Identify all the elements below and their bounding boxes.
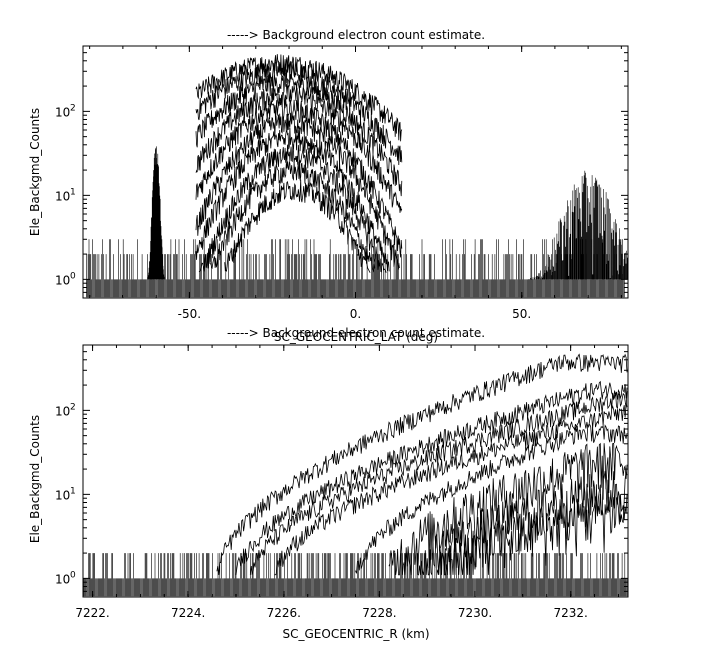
lat-series-4 [195, 98, 403, 258]
lat-panel-y-axis-label: Ele_Backgmd_Counts [28, 108, 42, 236]
lat-y-tick-label: 10 [55, 105, 70, 119]
radius-y-tick-label: 10 [55, 488, 70, 502]
lat-panel-title: -----> Background electron count estimat… [227, 28, 485, 42]
lat-feature-bump [528, 170, 628, 280]
lat-panel-x-axis-label: SC_GEOCENTRIC_LAT (deg) [274, 330, 438, 344]
radius-y-tick-exponent: 2 [70, 402, 76, 412]
lat-panel: -----> Background electron count estimat… [28, 28, 629, 344]
lat-y-tick-exponent: 2 [70, 103, 76, 113]
lat-series-2 [195, 72, 403, 197]
radius-series-6 [417, 470, 628, 576]
radius-series-2 [249, 391, 628, 575]
radius-panel-x-axis-label: SC_GEOCENTRIC_R (km) [283, 627, 430, 641]
radius-panel: -----> Background electron count estimat… [28, 326, 629, 641]
radius-series-3 [274, 402, 628, 576]
lat-y-tick-label: 10 [55, 189, 70, 203]
lat-x-tick-label: -50. [178, 307, 201, 321]
radius-x-tick-label: 7226. [267, 606, 301, 620]
lat-series-9 [224, 179, 371, 273]
radius-x-tick-label: 7224. [171, 606, 205, 620]
radius-x-tick-label: 7230. [458, 606, 492, 620]
radius-series-0 [216, 353, 628, 575]
lat-y-tick-exponent: 1 [70, 187, 76, 197]
radius-y-tick-label: 10 [55, 404, 70, 418]
radius-x-tick-label: 7232. [553, 606, 587, 620]
radius-y-tick-exponent: 0 [70, 570, 76, 580]
radius-series-1 [235, 380, 628, 575]
radius-panel-title: -----> Background electron count estimat… [227, 326, 485, 340]
lat-y-tick-exponent: 0 [70, 271, 76, 281]
radius-series-7 [436, 493, 628, 576]
radius-y-tick-exponent: 1 [70, 486, 76, 496]
lat-y-tick-label: 10 [55, 273, 70, 287]
radius-panel-y-axis-label: Ele_Backgmd_Counts [28, 415, 42, 543]
lat-panel-traces [86, 54, 628, 298]
lat-x-tick-label: 0. [350, 307, 361, 321]
lat-series-5 [195, 112, 400, 270]
lat-series-1 [195, 61, 403, 166]
lat-series-7 [198, 144, 387, 273]
radius-x-tick-label: 7222. [75, 606, 109, 620]
radius-series-4 [355, 424, 628, 574]
radius-y-tick-label: 10 [55, 572, 70, 586]
lat-series-0 [195, 54, 403, 142]
lat-feature-spike [147, 146, 165, 280]
radius-panel-traces [82, 353, 628, 597]
lat-series-3 [195, 84, 403, 213]
lat-x-tick-label: 50. [512, 307, 531, 321]
lat-series-8 [209, 161, 376, 273]
radius-x-tick-label: 7228. [362, 606, 396, 620]
